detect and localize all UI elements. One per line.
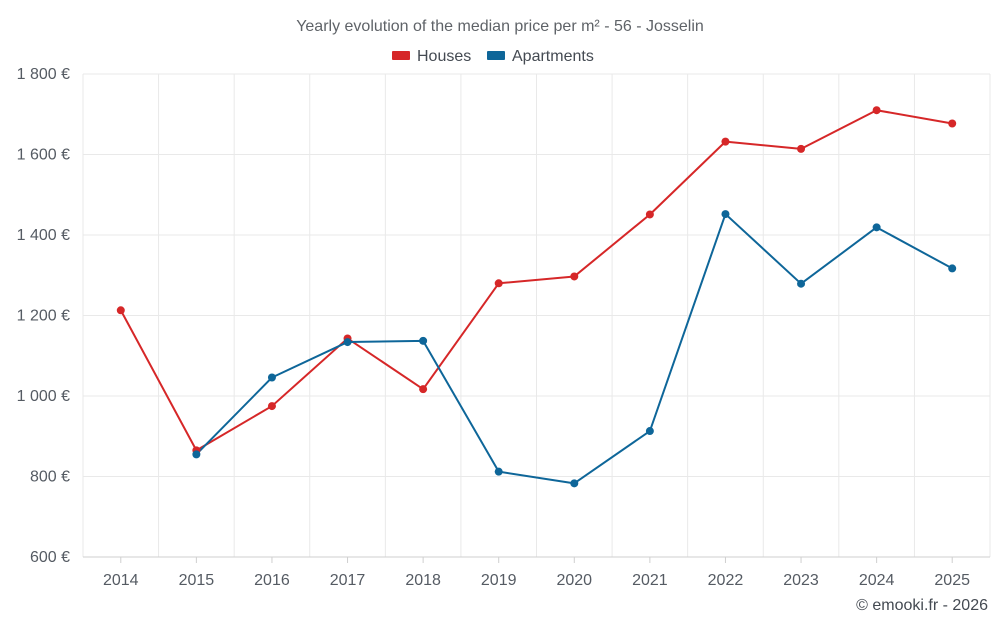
data-point-apartments-2019[interactable]	[494, 467, 503, 476]
x-tick-label: 2020	[556, 572, 592, 589]
x-tick-label: 2022	[708, 572, 744, 589]
x-tick-label: 2018	[405, 572, 441, 589]
y-tick-label: 1 600 €	[17, 147, 70, 164]
data-point-apartments-2018[interactable]	[419, 336, 428, 345]
y-tick-labels: 600 € 800 € 1 000 € 1 200 € 1 400 € 1 600 € 1 …	[17, 66, 70, 566]
data-point-apartments-2020[interactable]	[570, 479, 579, 488]
data-point-houses-2025[interactable]	[948, 119, 957, 128]
series-points	[116, 106, 957, 488]
y-tick-label: 1 800 €	[17, 66, 70, 83]
data-point-apartments-2016[interactable]	[267, 373, 276, 382]
data-point-houses-2019[interactable]	[494, 279, 503, 288]
y-tick-label: 800 €	[30, 469, 70, 486]
y-tick-label: 1 000 €	[17, 388, 70, 405]
legend-swatch-houses	[392, 51, 410, 60]
legend-item-houses[interactable]: Houses	[392, 48, 471, 65]
x-tick-label: 2014	[103, 572, 139, 589]
x-tick-label: 2023	[783, 572, 819, 589]
data-point-houses-2020[interactable]	[570, 272, 579, 281]
y-tick-label: 1 400 €	[17, 227, 70, 244]
data-point-apartments-2021[interactable]	[645, 427, 654, 436]
chart-title: Yearly evolution of the median price per…	[296, 18, 704, 35]
data-point-apartments-2015[interactable]	[192, 450, 201, 459]
x-tick-label: 2015	[179, 572, 215, 589]
x-tick-label: 2017	[330, 572, 366, 589]
data-point-apartments-2022[interactable]	[721, 210, 730, 219]
data-point-houses-2022[interactable]	[721, 137, 730, 146]
x-tick-label: 2019	[481, 572, 517, 589]
x-tick-label: 2024	[859, 572, 895, 589]
legend-swatch-apartments	[487, 51, 505, 60]
legend-label-houses: Houses	[417, 48, 471, 65]
data-point-apartments-2024[interactable]	[872, 223, 881, 232]
data-point-apartments-2023[interactable]	[797, 279, 806, 288]
legend-item-apartments[interactable]: Apartments	[487, 48, 594, 65]
legend-label-apartments: Apartments	[512, 48, 594, 65]
data-point-houses-2023[interactable]	[797, 144, 806, 153]
x-tick-label: 2021	[632, 572, 668, 589]
y-tick-label: 600 €	[30, 549, 70, 566]
legend: Houses Apartments	[392, 48, 594, 65]
data-point-houses-2024[interactable]	[872, 106, 881, 115]
data-point-apartments-2017[interactable]	[343, 338, 352, 347]
x-tick-label: 2025	[934, 572, 970, 589]
data-point-apartments-2025[interactable]	[948, 264, 957, 273]
data-point-houses-2016[interactable]	[267, 402, 276, 411]
data-point-houses-2021[interactable]	[645, 210, 654, 219]
y-tick-label: 1 200 €	[17, 308, 70, 325]
x-tick-label: 2016	[254, 572, 290, 589]
x-tick-labels: 2014 2015 2016 2017 2018 2019 2020 2021 2022 2023…	[103, 557, 970, 589]
credit-text: © emooki.fr - 2026	[856, 597, 988, 614]
data-point-houses-2018[interactable]	[419, 385, 428, 394]
series-line-houses	[119, 109, 953, 452]
data-point-houses-2014[interactable]	[116, 306, 125, 315]
